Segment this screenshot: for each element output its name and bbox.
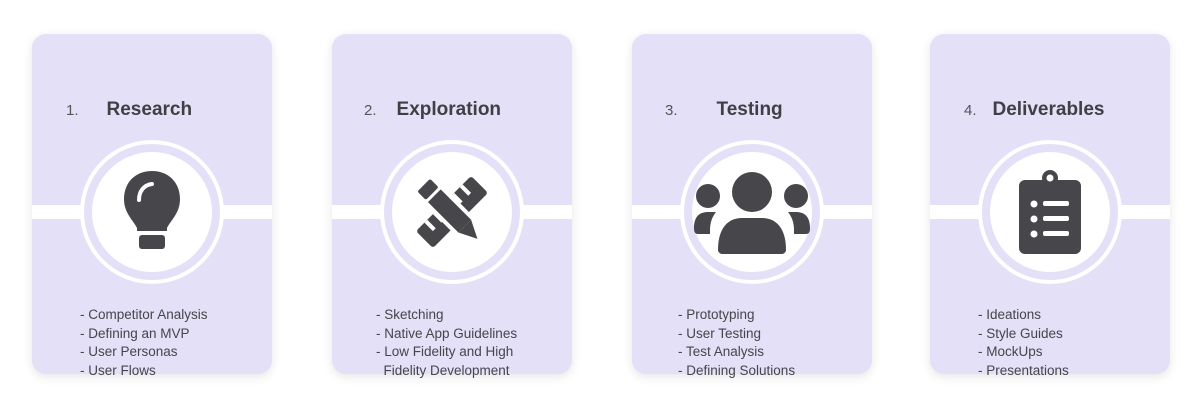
step-title: Deliverables [992,99,1105,120]
item-list: - Sketching - Native App Guidelines - Lo… [376,306,517,380]
icon-ring [680,140,824,284]
item-list: - Competitor Analysis - Defining an MVP … [80,306,208,380]
card-exploration: 2. Exploration [332,34,572,378]
icon-ring [80,140,224,284]
list-item: - Low Fidelity and High [376,344,514,360]
list-item: - User Personas [80,344,178,360]
list-item: - Native App Guidelines [376,325,518,341]
item-list: - Prototyping - User Testing - Test Anal… [678,306,795,380]
users-icon [694,172,810,254]
clipboard-list-icon [1019,170,1081,254]
item-list: - Ideations - Style Guides - MockUps - P… [978,306,1069,380]
list-item: - MockUps [978,344,1043,360]
icon-ring [380,140,524,284]
step-number: 4. [964,101,977,119]
step-number: 3. [665,101,678,119]
list-item: Fidelity Development [376,362,510,378]
card-testing: 3. Testing - Prototyping - User Testing … [632,34,872,378]
card-title: 2. Exploration [364,98,501,122]
lightbulb-icon [124,171,180,249]
step-title: Exploration [396,99,502,120]
list-item: - User Testing [678,325,762,341]
list-item: - Competitor Analysis [80,307,208,322]
step-number: 2. [364,101,377,119]
icon-ring [978,140,1122,284]
list-item: - Style Guides [978,325,1063,341]
card-title: 4. Deliverables [964,98,1104,122]
card-title: 3. Testing [665,98,783,122]
pencil-ruler-icon [411,173,487,247]
step-title: Research [106,99,193,120]
card-title: 1. Research [66,98,192,122]
list-item: - Ideations [978,307,1042,322]
list-item: - Defining an MVP [80,325,190,341]
card-research: 1. Research - Competitor Analysis - Defi… [32,34,272,378]
list-item: - Sketching [376,307,444,322]
card-deliverables: 4. Deliverables - Ideations - S [930,34,1170,378]
list-item: - User Flows [80,362,156,378]
list-item: - Prototyping [678,307,755,322]
list-item: - Test Analysis [678,344,765,360]
list-item: - Presentations [978,362,1069,378]
list-item: - Defining Solutions [678,362,796,378]
step-number: 1. [66,101,79,119]
step-title: Testing [716,99,783,120]
